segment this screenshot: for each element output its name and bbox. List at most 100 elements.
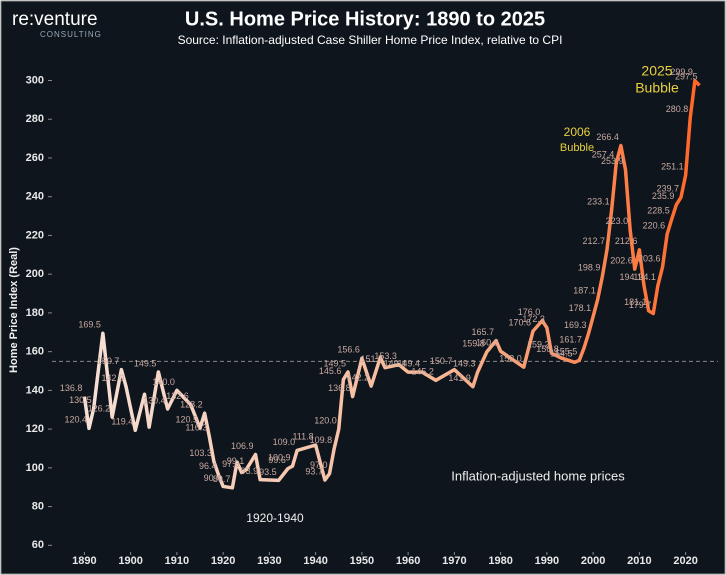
data-label: 165.7 [471,327,494,337]
data-label: 90.4 [204,473,222,483]
data-label: 212.7 [582,236,605,246]
data-label: 212.6 [615,236,638,246]
y-tick-label: 200 [26,268,44,280]
annotation: 2025 [641,63,672,79]
logo: re:venture [12,9,98,30]
data-label: 136.8 [328,383,351,393]
data-label: 130.5 [69,395,92,405]
x-tick-label: 2010 [627,555,651,567]
data-label: 251.1 [661,162,684,172]
x-tick-label: 1890 [72,555,96,567]
chart-title: U.S. Home Price History: 1890 to 2025 [185,8,545,30]
y-tick-label: 120 [26,423,44,435]
data-label: 93.9 [241,466,259,476]
data-label: 169.3 [564,320,587,330]
y-tick-label: 140 [26,384,44,396]
data-label: 93.5 [259,467,277,477]
data-label: 170.6 [508,317,531,327]
data-label: 136.8 [60,383,83,393]
x-tick-label: 2000 [581,555,605,567]
data-label: 145.6 [319,366,342,376]
data-label: 228.5 [647,205,670,215]
data-label: 153.3 [374,351,397,361]
y-tick-label: 180 [26,307,44,319]
data-label: 187.1 [573,286,596,296]
data-label: 100.9 [268,452,291,462]
data-label: 178.1 [569,303,592,313]
data-label: 141.9 [448,373,471,383]
x-tick-label: 1990 [535,555,559,567]
data-label: 169.5 [78,320,101,330]
data-label: 198.9 [578,263,601,273]
data-label: 152.0 [499,354,522,364]
data-label: 154.5 [550,349,573,359]
data-label: 176.0 [518,307,541,317]
x-tick-label: 1970 [442,555,466,567]
y-axis-label: Home Price Index (Real) [8,247,20,373]
y-tick-label: 60 [32,539,44,551]
data-label: 142.2 [347,372,370,382]
data-label: 150.7 [430,356,453,366]
logo-sub: CONSULTING [40,30,102,39]
data-label: 203.6 [638,254,661,264]
data-label: 130.4 [143,395,166,405]
y-tick-label: 240 [26,191,44,203]
data-label: 149.5 [134,358,157,368]
y-tick-label: 260 [26,152,44,164]
data-label: 96.4 [199,461,217,471]
data-label: 172.3 [522,314,545,324]
data-label: 194.1 [633,272,656,282]
data-label: 155.5 [555,347,578,357]
y-tick-label: 100 [26,462,44,474]
data-label: 120.0 [314,415,337,425]
data-label: 149.4 [397,359,420,369]
data-label: 145.2 [411,367,434,377]
data-label: 97.6 [222,459,240,469]
data-label: 297.5 [675,72,698,82]
data-label: 106.9 [231,441,254,451]
x-tick-label: 1960 [396,555,420,567]
y-tick-label: 220 [26,229,44,241]
annotation: Bubble [635,80,679,96]
data-label: 103.3 [189,448,212,458]
data-label: 202.6 [610,256,633,266]
data-label: 116.3 [185,423,207,433]
data-label: 149.4 [384,359,407,369]
y-tick-label: 300 [26,74,44,86]
x-tick-label: 2020 [673,555,697,567]
data-label: 89.7 [213,474,231,484]
data-label: 194.1 [619,272,642,282]
data-label: 299.9 [670,67,693,77]
data-label: 149.3 [453,359,476,369]
data-label: 159.8 [462,338,485,348]
x-tick-label: 1900 [118,555,142,567]
data-label: 235.9 [652,191,675,201]
data-label: 120.5 [175,415,198,425]
x-tick-label: 1920 [211,555,235,567]
data-label: 160.2 [476,338,499,348]
data-label: 132.6 [166,391,189,401]
annotation: 2006 [564,125,591,139]
data-label: 109.8 [310,435,333,445]
data-label: 128.2 [180,400,203,410]
annotation: 1920-1940 [246,511,304,525]
y-tick-label: 280 [26,113,44,125]
data-label: 253.9 [601,156,624,166]
data-label: 93.7 [305,466,323,476]
chart-subtitle: Source: Inflation-adjusted Case Shiller … [178,33,563,47]
data-label: 181.1 [624,297,647,307]
data-label: 233.1 [587,196,610,206]
x-tick-label: 1930 [257,555,281,567]
data-label: 150.7 [97,356,120,366]
data-label: 109.0 [273,437,296,447]
x-tick-label: 1940 [303,555,327,567]
data-label: 280.8 [666,104,689,114]
annotation: Inflation-adjusted home prices [451,468,625,483]
data-label: 266.4 [596,132,619,142]
y-tick-label: 160 [26,346,44,358]
data-label: 126.2 [88,403,111,413]
data-label: 140.0 [152,377,175,387]
annotation: Bubble [560,142,594,154]
